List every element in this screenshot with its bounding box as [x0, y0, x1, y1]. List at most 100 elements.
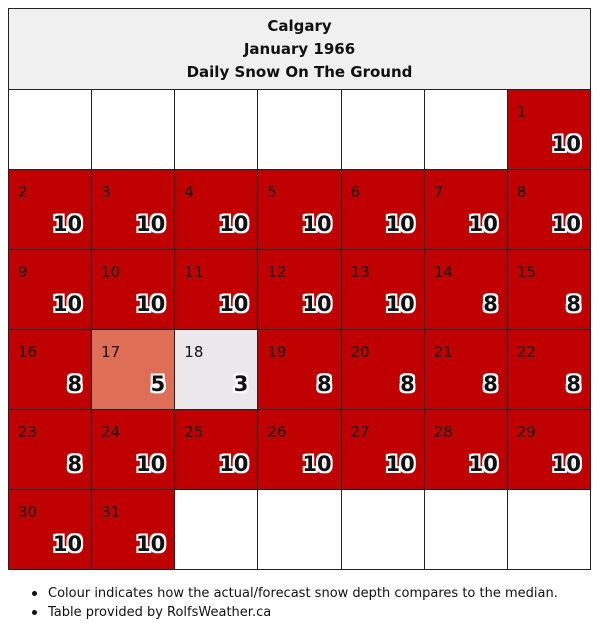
day-number: 27: [350, 423, 370, 441]
day-cell: 7 10: [423, 169, 508, 250]
day-number: 24: [101, 423, 121, 441]
day-cell: 16 8: [7, 329, 93, 410]
empty-day-cell: [174, 89, 259, 170]
calendar-week-row: 30 10 31 10: [7, 489, 592, 570]
snow-depth-value: 10: [136, 452, 166, 476]
day-cell: 8 10: [506, 169, 592, 250]
day-number: 3: [101, 183, 111, 201]
day-cell: 10 10: [91, 249, 176, 330]
day-number: 1: [516, 103, 527, 121]
metric-title: Daily Snow On The Ground: [186, 62, 413, 81]
empty-day-cell: [340, 89, 425, 170]
footnotes: Colour indicates how the actual/forecast…: [30, 584, 558, 622]
snow-depth-value: 8: [566, 292, 581, 316]
day-number: 2: [18, 183, 28, 201]
day-cell: 5 10: [257, 169, 342, 250]
day-number: 22: [516, 343, 536, 361]
day-cell: 19 8: [257, 329, 342, 410]
day-cell: 18 3: [174, 329, 259, 410]
day-number: 28: [433, 423, 453, 441]
day-cell: 29 10: [506, 409, 592, 490]
calendar-week-row: 9 10 10 10 11 10 12 10 13 10 14 8 15 8: [7, 249, 592, 330]
day-number: 13: [350, 263, 370, 281]
day-cell: 21 8: [423, 329, 508, 410]
day-number: 10: [101, 263, 121, 281]
day-number: 4: [184, 183, 194, 201]
snow-depth-value: 10: [219, 212, 249, 236]
day-cell: 3 10: [91, 169, 176, 250]
day-number: 17: [101, 343, 121, 361]
day-number: 18: [184, 343, 204, 361]
snow-depth-value: 10: [385, 212, 415, 236]
footnote-colour: Colour indicates how the actual/forecast…: [30, 584, 558, 603]
snow-depth-value: 10: [52, 212, 83, 236]
day-number: 9: [18, 263, 28, 281]
snow-depth-value: 10: [219, 452, 249, 476]
snow-depth-value: 10: [468, 212, 498, 236]
snow-depth-value: 8: [316, 372, 332, 396]
snow-depth-value: 8: [67, 372, 83, 396]
empty-day-cell: [257, 89, 342, 170]
day-number: 5: [267, 183, 277, 201]
empty-day-cell: [506, 489, 592, 570]
day-cell: 17 5: [91, 329, 176, 410]
day-cell: 24 10: [91, 409, 176, 490]
snow-depth-value: 8: [483, 292, 498, 316]
footnote-source: Table provided by RolfsWeather.ca: [30, 603, 558, 622]
empty-day-cell: [91, 89, 176, 170]
snow-depth-value: 10: [302, 452, 332, 476]
snow-depth-value: 10: [551, 132, 581, 156]
empty-day-cell: [257, 489, 342, 570]
snow-depth-value: 8: [67, 452, 83, 476]
month-title: January 1966: [243, 39, 356, 58]
snow-depth-value: 10: [136, 212, 166, 236]
snow-depth-value: 5: [150, 372, 166, 396]
day-number: 16: [18, 343, 38, 361]
snow-depth-value: 8: [483, 372, 498, 396]
snow-depth-value: 10: [302, 292, 332, 316]
calendar-week-row: 16 8 17 5 18 3 19 8 20 8 21 8 22 8: [7, 329, 592, 410]
day-cell: 31 10: [91, 489, 176, 570]
calendar-title: Calgary January 1966 Daily Snow On The G…: [8, 8, 591, 90]
day-cell: 28 10: [423, 409, 508, 490]
day-cell: 2 10: [7, 169, 93, 250]
snow-calendar-table: Calgary January 1966 Daily Snow On The G…: [7, 8, 592, 570]
day-cell: 14 8: [423, 249, 508, 330]
day-cell: 15 8: [506, 249, 592, 330]
day-cell: 1 10: [506, 89, 592, 170]
calendar-week-row: 1 10: [7, 89, 592, 170]
day-cell: 23 8: [7, 409, 93, 490]
snow-depth-value: 10: [302, 212, 332, 236]
snow-depth-value: 10: [551, 452, 581, 476]
day-number: 26: [267, 423, 287, 441]
snow-depth-value: 10: [468, 452, 498, 476]
snow-depth-value: 10: [136, 532, 166, 556]
snow-depth-value: 10: [219, 292, 249, 316]
day-cell: 11 10: [174, 249, 259, 330]
empty-day-cell: [423, 489, 508, 570]
day-number: 29: [516, 423, 536, 441]
day-number: 6: [350, 183, 361, 201]
day-number: 23: [18, 423, 38, 441]
snow-depth-value: 10: [551, 212, 581, 236]
snow-depth-value: 10: [385, 452, 415, 476]
snow-depth-value: 10: [136, 292, 166, 316]
day-number: 11: [184, 263, 204, 281]
snow-depth-value: 8: [566, 372, 581, 396]
snow-depth-value: 8: [400, 372, 415, 396]
calendar-week-row: 2 10 3 10 4 10 5 10 6 10 7 10 8 10: [7, 169, 592, 250]
empty-day-cell: [423, 89, 508, 170]
day-cell: 4 10: [174, 169, 259, 250]
day-number: 20: [350, 343, 370, 361]
day-cell: 13 10: [340, 249, 425, 330]
day-number: 14: [433, 263, 453, 281]
snow-depth-value: 10: [52, 532, 83, 556]
day-number: 21: [433, 343, 453, 361]
day-number: 8: [516, 183, 527, 201]
day-number: 12: [267, 263, 287, 281]
day-cell: 26 10: [257, 409, 342, 490]
snow-depth-value: 10: [385, 292, 415, 316]
day-cell: 9 10: [7, 249, 93, 330]
empty-day-cell: [340, 489, 425, 570]
day-number: 19: [267, 343, 287, 361]
